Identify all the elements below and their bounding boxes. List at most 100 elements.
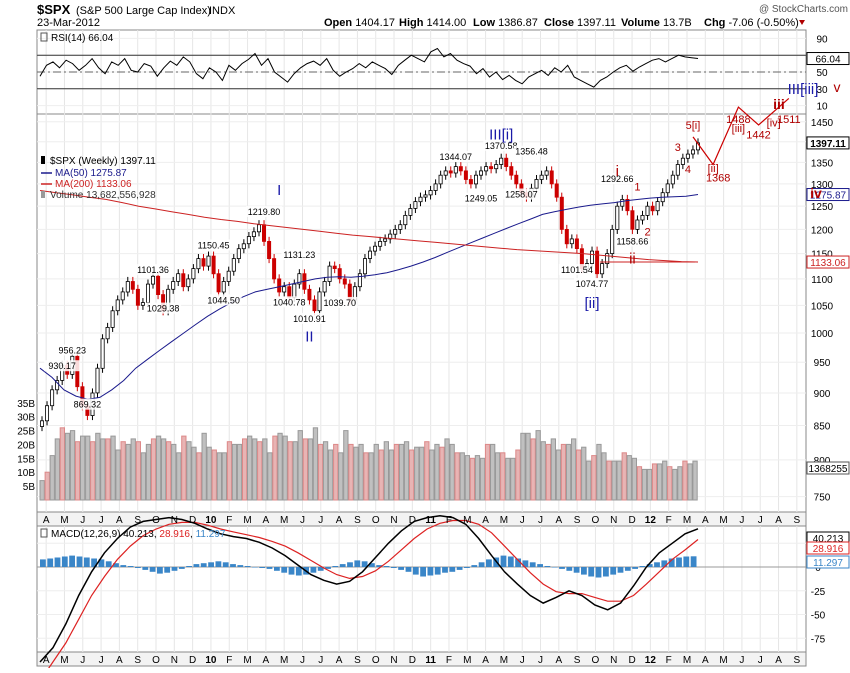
volume-bar [474,455,481,501]
wave-label-right: iii [773,96,785,112]
macd-histogram-bar [632,567,638,569]
candle-body [312,299,317,312]
svg-text:RSI(14) 66.04: RSI(14) 66.04 [51,33,114,44]
macd-histogram-bar [551,567,558,568]
volume-bar [69,430,76,501]
value-label: 1158.66 [616,236,648,246]
month-label: N [610,515,617,526]
macd-histogram-bar [478,562,485,568]
macd-histogram-bar [412,567,419,575]
wave-label: 4 [685,164,691,176]
macd-histogram-bar [347,562,353,568]
month-label: N [390,515,397,526]
candle-body [691,149,696,155]
volume-bar [312,427,319,501]
volume-bar [383,441,390,501]
wave-label: ii [629,251,636,268]
volume-bar [611,460,617,501]
candle-body [241,243,246,250]
wave-label-right: v [834,79,841,95]
candle-body [140,302,145,306]
month-label: M [243,655,251,666]
month-label: A [263,515,270,526]
macd-histogram-bar [266,567,273,569]
candle-body [171,281,176,290]
volume-bar [373,443,379,501]
volume-bar [358,443,364,501]
volume-bar [403,441,410,501]
candle-body [277,278,282,293]
volume-label: Volume [621,17,660,29]
volume-tag [806,461,850,475]
volume-bar [631,457,638,501]
candle-body [675,164,680,176]
chg-down-icon [799,20,805,25]
macd-histogram-bar [171,567,178,571]
value-label-bg [281,248,318,260]
candle-body [413,201,418,209]
macd-histogram-bar [676,557,682,567]
month-label: O [372,655,380,666]
copyright: @ StockCharts.com [759,4,848,15]
candle-body [282,286,287,293]
month-label: A [116,515,123,526]
candle-body [145,283,150,304]
candle-body [226,270,231,282]
volume-bar [206,446,212,501]
candle-body [221,281,226,293]
open-label: Open [324,17,352,29]
volume-bar [363,452,369,501]
volume-bar [555,449,562,501]
volume-bar [44,471,50,501]
value-label-bg [321,296,358,308]
macd-layer [37,514,806,673]
volume-bar [343,430,349,501]
candle-body [554,183,559,198]
price-tick: 800 [814,456,831,467]
candle-body [468,179,473,185]
close-label: Close [544,17,574,29]
candle-body [408,208,413,216]
volume-bar [64,432,71,501]
candle-body [630,210,635,230]
volume-bar [601,452,607,501]
macd-histogram-bar [361,561,368,567]
svg-text:High 1414.00: High 1414.00 [399,17,466,29]
macd-legend-hist: 11.297 [196,529,226,540]
candle-body [176,273,181,282]
volume-bar [641,468,648,501]
volume-bar [191,446,197,501]
month-label: D [409,655,416,666]
volume-bar [490,443,496,501]
price-tick: 1100 [811,275,833,286]
macd-histogram-bar [193,564,200,567]
chart-date: 23-Mar-2012 [37,17,100,29]
value-label: 1370.58 [485,141,518,151]
month-label: A [702,655,709,666]
candle-body [206,255,211,267]
candle-body [181,273,186,288]
volume-bar [54,438,61,501]
value-label-bg [614,235,651,247]
macd-histogram-bar [127,566,134,567]
candle-body [670,174,675,185]
volume-bar [348,443,354,501]
macd-histogram-bar [654,562,660,568]
macd-histogram-bar [200,563,207,567]
volume-bar [95,432,101,501]
forecast-path [692,97,790,166]
volume-tick: 20B [17,440,35,451]
volume-bar [520,432,526,501]
volume-bar [495,452,501,501]
macd-value-tag-text: 11.297 [813,558,843,569]
month-label: M [280,515,288,526]
volume-bar [110,435,116,501]
month-label: F [226,655,232,666]
volume-bar [606,460,612,501]
macd-histogram-bar [537,564,543,567]
candle-body [135,288,140,306]
close-tag [806,136,850,150]
ma200-line [39,190,699,263]
candle-body [438,174,443,185]
volume-bar [657,463,663,501]
